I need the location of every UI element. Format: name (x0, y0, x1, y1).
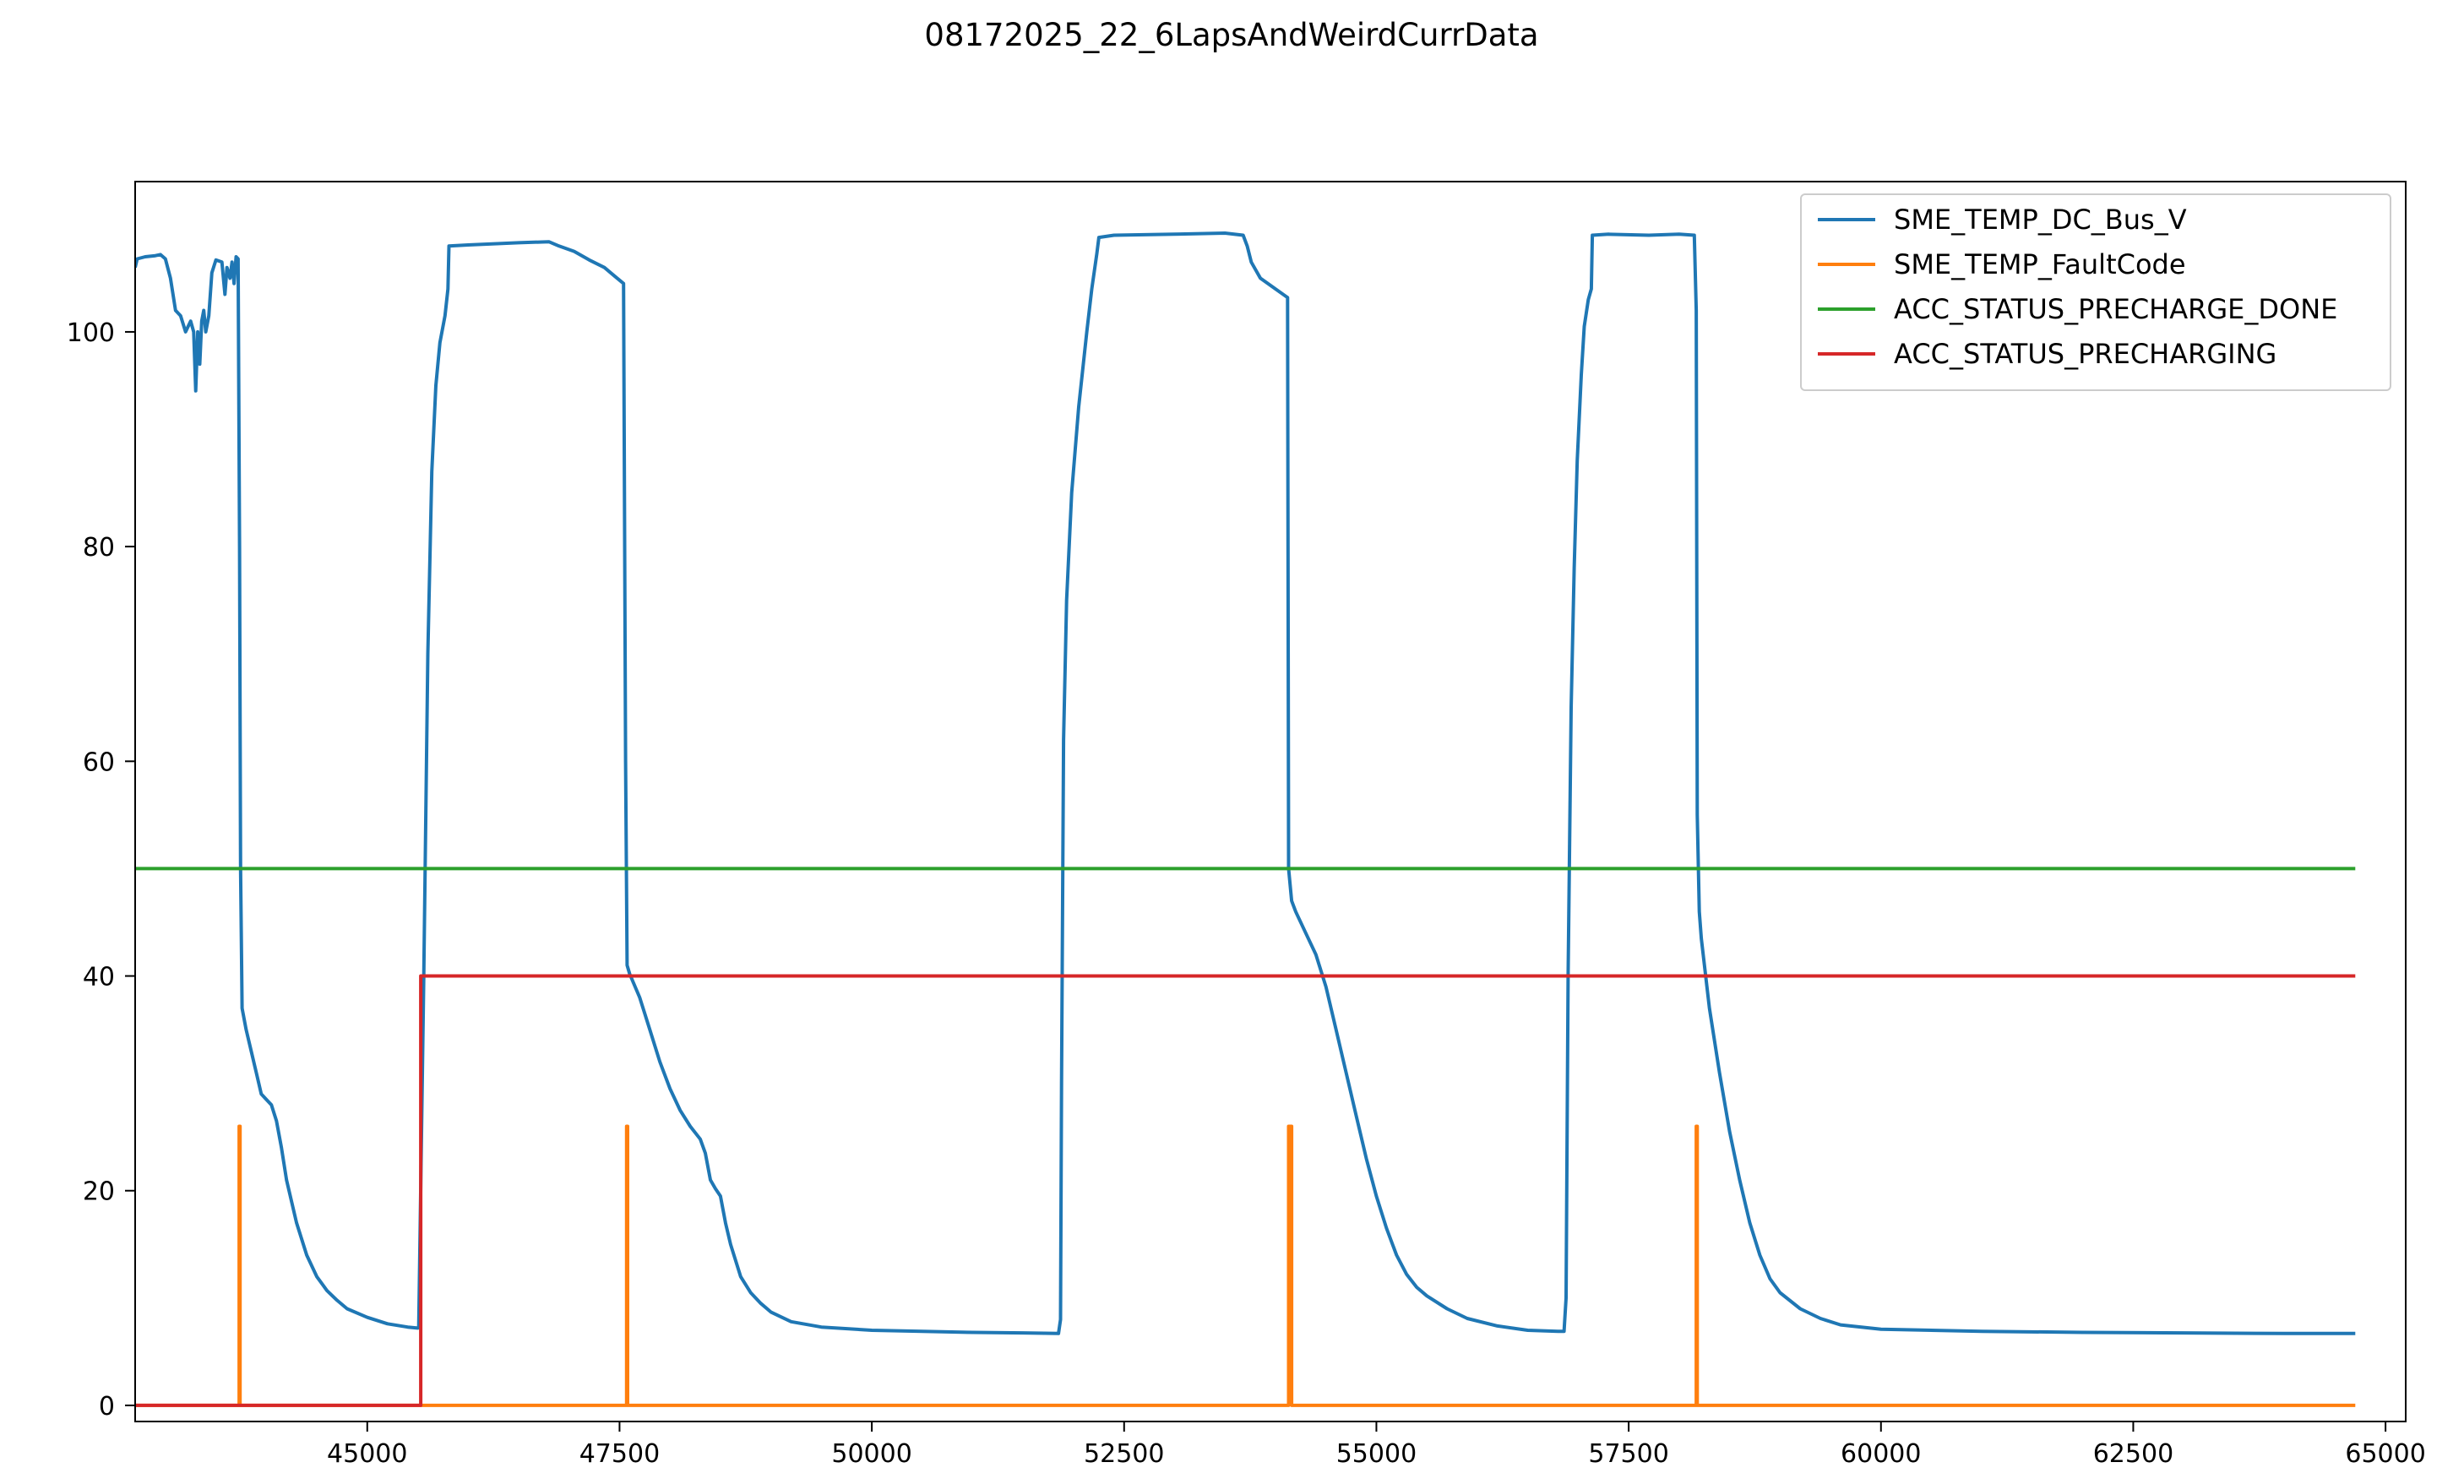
legend-box (1800, 193, 2391, 391)
y-tick-label-0: 0 (99, 1392, 115, 1421)
y-tick-label-1: 20 (83, 1177, 115, 1207)
y-tick-label-3: 60 (83, 747, 115, 777)
y-tick-label-2: 40 (83, 963, 115, 992)
x-tick-label-8: 65000 (2345, 1439, 2425, 1469)
legend-label-1: SME_TEMP_FaultCode (1894, 248, 2186, 280)
series-line-3 (135, 974, 2356, 1407)
series-line-1 (135, 1124, 2356, 1407)
legend-label-2: ACC_STATUS_PRECHARGE_DONE (1894, 293, 2337, 325)
legend-label-3: ACC_STATUS_PRECHARGING (1894, 338, 2276, 370)
legend-label-0: SME_TEMP_DC_Bus_V (1894, 204, 2187, 236)
x-axis: 45000 47500 50000 52500 55000 57500 60000 62500… (327, 1421, 2426, 1469)
x-tick-label-7: 62500 (2093, 1439, 2173, 1469)
series-line-0 (135, 231, 2356, 1335)
x-tick-label-5: 57500 (1588, 1439, 1668, 1469)
x-tick-label-2: 50000 (831, 1439, 911, 1469)
plot-frame (134, 181, 2407, 1422)
chart-title: 08172025_22_6LapsAndWeirdCurrData (924, 17, 1538, 53)
x-tick-label-3: 52500 (1084, 1439, 1164, 1469)
y-tick-label-5: 100 (67, 318, 115, 348)
x-tick-label-0: 45000 (327, 1439, 407, 1469)
x-tick-label-4: 55000 (1336, 1439, 1417, 1469)
legend: SME_TEMP_DC_Bus_V SME_TEMP_FaultCode ACC_S… (1800, 193, 2391, 391)
y-axis: 0 20 40 60 80 100 (67, 318, 135, 1421)
x-tick-label-6: 60000 (1841, 1439, 1921, 1469)
series-layer (135, 231, 2356, 1407)
y-tick-label-4: 80 (83, 533, 115, 563)
x-tick-label-1: 47500 (579, 1439, 660, 1469)
